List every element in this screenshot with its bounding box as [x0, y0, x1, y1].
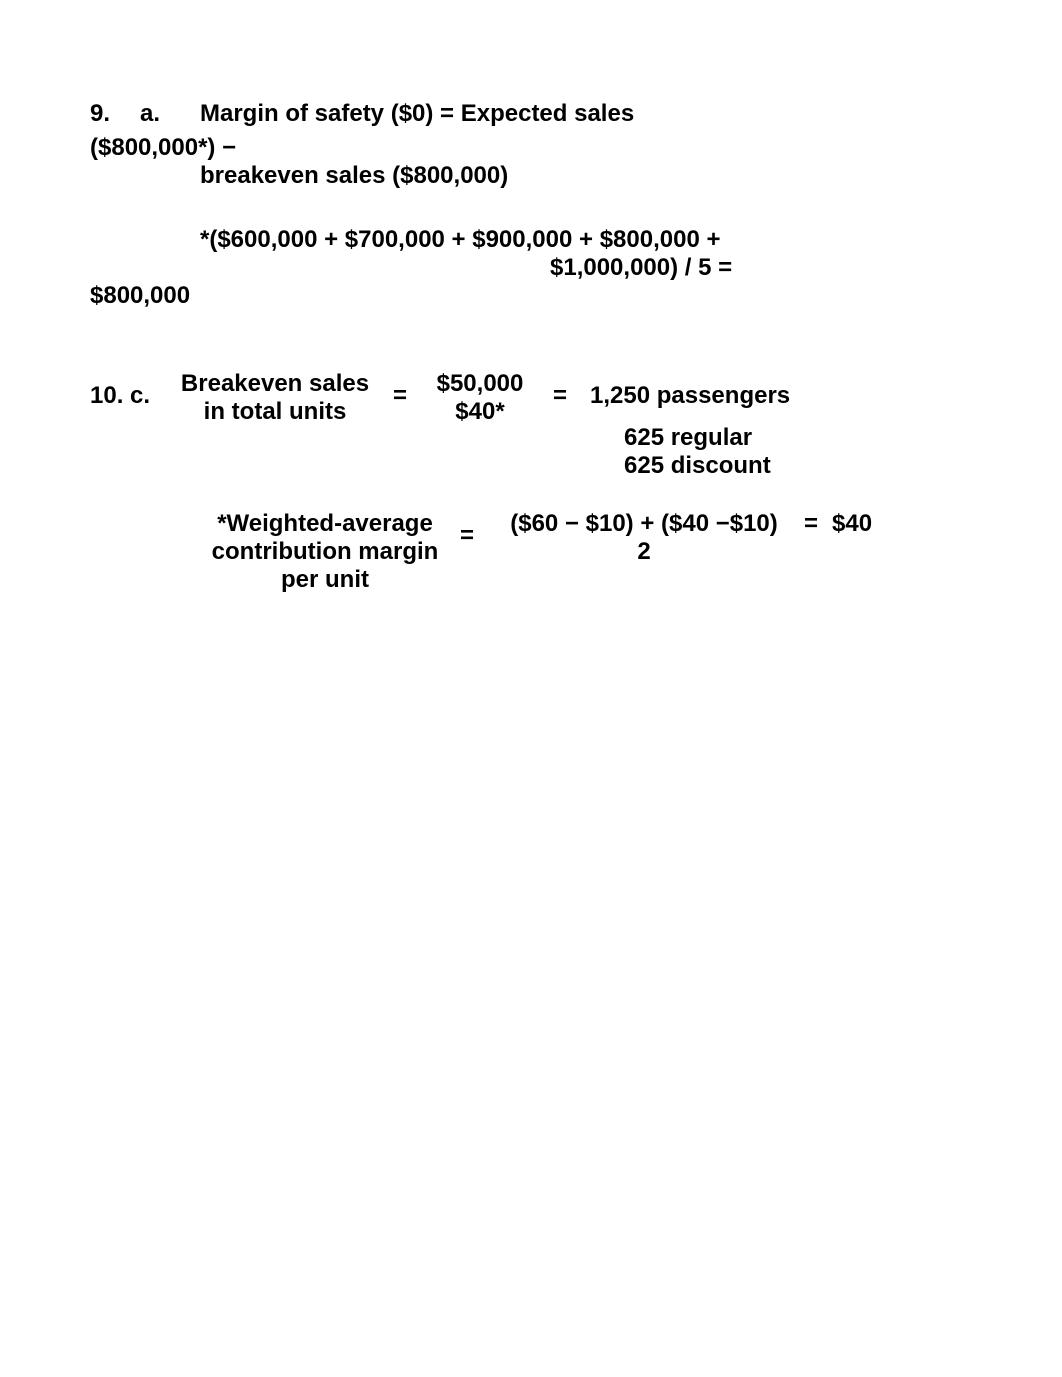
- q10-eq1-frac-top: $50,000: [420, 370, 540, 398]
- q10-eq2-result: $40: [832, 510, 872, 538]
- q9-line1: 9. a. Margin of safety ($0) = Expected s…: [90, 100, 972, 128]
- q9-result: $800,000: [90, 282, 972, 310]
- q10-eq2-label: *Weighted-average contribution margin pe…: [200, 510, 450, 594]
- q10-eq1-sign1: =: [380, 370, 420, 410]
- q9-calc-line1: *($600,000 + $700,000 + $900,000 + $800,…: [200, 226, 972, 254]
- q10-eq2-label-bot: per unit: [281, 566, 369, 593]
- q10-eq2-sign1: =: [450, 510, 484, 550]
- q10-eq2-result-block: = $40: [804, 510, 872, 538]
- document-page: 9. a. Margin of safety ($0) = Expected s…: [0, 0, 1062, 594]
- q10-eq2-sign2: =: [804, 510, 818, 538]
- q9-number: 9.: [90, 100, 140, 128]
- q9-line3: breakeven sales ($800,000): [200, 162, 972, 190]
- q10-eq1-sub1: 625 regular: [580, 424, 790, 452]
- q10-eq1-label-top: Breakeven sales: [181, 370, 369, 397]
- q10-eq1-sub2: 625 discount: [580, 452, 790, 480]
- q9-calc-line2: $1,000,000) / 5 =: [550, 254, 972, 282]
- q10-eq1-frac-bot: $40*: [420, 398, 540, 426]
- q10-eq1-result: 1,250 passengers: [580, 370, 790, 410]
- q10-number: 10. c.: [90, 370, 170, 410]
- q10-eq1: 10. c. Breakeven sales in total units = …: [90, 370, 972, 480]
- q9-sub: a.: [140, 100, 200, 128]
- q10-eq1-fraction: $50,000 $40*: [420, 370, 540, 426]
- q9-text1: Margin of safety ($0) = Expected sales: [200, 100, 634, 128]
- q10-eq2-label-mid: contribution margin: [212, 538, 439, 565]
- q10-eq1-label-bot: in total units: [204, 398, 347, 425]
- q10-eq2-frac-bot: 2: [484, 538, 804, 566]
- q10-eq2-fraction: ($60 − $10) + ($40 −$10) 2: [484, 510, 804, 566]
- q10-eq2-frac-top: ($60 − $10) + ($40 −$10): [484, 510, 804, 538]
- q10-eq1-label: Breakeven sales in total units: [170, 370, 380, 426]
- q10-eq1-sign2: =: [540, 370, 580, 410]
- q10-eq2-label-top: *Weighted-average: [217, 510, 433, 537]
- q10-eq2: *Weighted-average contribution margin pe…: [200, 510, 972, 594]
- q9-line2: ($800,000*) −: [90, 134, 972, 162]
- q10-eq1-result-block: 1,250 passengers 625 regular 625 discoun…: [580, 370, 790, 480]
